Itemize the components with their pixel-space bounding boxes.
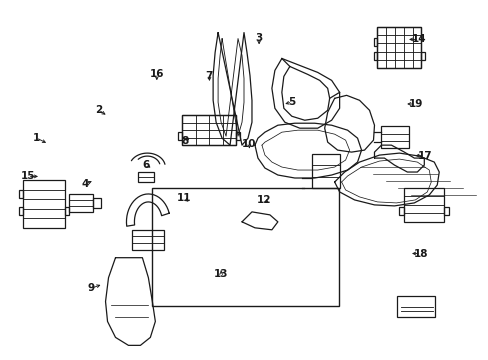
Bar xyxy=(377,27,421,68)
Text: 7: 7 xyxy=(205,71,213,81)
Bar xyxy=(421,53,425,60)
Text: 2: 2 xyxy=(95,105,102,115)
Text: 17: 17 xyxy=(417,150,431,161)
Text: 11: 11 xyxy=(176,193,190,203)
Text: 10: 10 xyxy=(242,139,256,149)
Text: 9: 9 xyxy=(87,283,95,293)
Text: 6: 6 xyxy=(142,159,149,170)
Text: 12: 12 xyxy=(256,195,271,205)
Bar xyxy=(152,188,339,306)
Text: 16: 16 xyxy=(149,69,164,79)
Bar xyxy=(377,27,421,68)
Text: 18: 18 xyxy=(413,248,427,258)
Text: 14: 14 xyxy=(411,35,426,44)
Bar xyxy=(443,207,448,215)
Bar xyxy=(373,53,377,60)
Text: 8: 8 xyxy=(181,136,188,146)
Bar xyxy=(404,188,443,222)
Text: 4: 4 xyxy=(81,179,88,189)
Bar xyxy=(19,207,23,215)
Bar xyxy=(178,132,182,140)
Text: 1: 1 xyxy=(32,133,40,143)
Bar xyxy=(64,207,68,215)
Text: 15: 15 xyxy=(20,171,35,181)
Bar xyxy=(182,115,236,145)
Bar xyxy=(68,194,92,212)
Bar xyxy=(182,115,236,145)
Bar xyxy=(138,172,154,182)
Text: 19: 19 xyxy=(408,99,422,109)
Bar xyxy=(92,198,101,208)
Bar xyxy=(311,154,339,188)
Bar xyxy=(399,207,404,215)
Text: 13: 13 xyxy=(213,269,228,279)
Bar xyxy=(236,132,240,140)
Text: 5: 5 xyxy=(288,97,295,107)
Bar xyxy=(132,230,164,250)
Bar xyxy=(381,126,408,148)
Text: 3: 3 xyxy=(255,33,262,43)
Bar xyxy=(23,180,64,228)
Bar xyxy=(373,37,377,45)
Bar xyxy=(19,190,23,198)
Bar xyxy=(397,296,434,318)
